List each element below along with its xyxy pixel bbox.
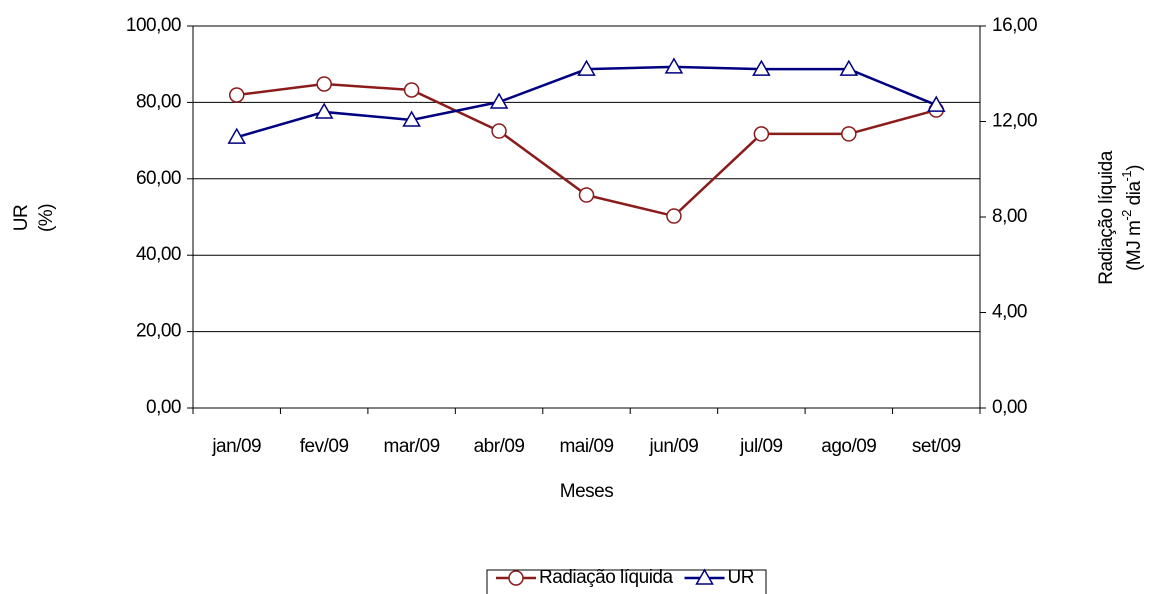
marker bbox=[752, 59, 771, 76]
y2-tick-label: 4,00 bbox=[992, 302, 1027, 323]
x-tick-label: mai/09 bbox=[559, 436, 613, 457]
x-tick-label: fev/09 bbox=[300, 436, 349, 457]
y2-tick-label: 12,00 bbox=[992, 111, 1037, 132]
x-tick-label: jul/09 bbox=[739, 436, 782, 457]
legend-label: UR bbox=[728, 567, 754, 588]
x-tick-label: jan/09 bbox=[211, 436, 261, 457]
y2-axis-unit: (MJ m-2 dia-1) bbox=[1119, 165, 1145, 271]
marker bbox=[403, 82, 420, 98]
y2-tick-label: 16,00 bbox=[992, 15, 1037, 36]
y-tick-label: 0,00 bbox=[146, 397, 181, 418]
y-tick-label: 20,00 bbox=[136, 321, 181, 342]
x-axis-title: Meses bbox=[560, 481, 613, 502]
marker bbox=[841, 126, 857, 142]
marker bbox=[314, 102, 334, 119]
marker bbox=[664, 57, 684, 74]
marker bbox=[228, 87, 245, 103]
marker bbox=[491, 123, 507, 139]
marker bbox=[316, 76, 332, 92]
marker bbox=[695, 568, 714, 585]
y-tick-label: 40,00 bbox=[136, 244, 181, 265]
y-tick-label: 100,00 bbox=[126, 15, 181, 36]
legend-label: Radiação líquida bbox=[539, 567, 673, 588]
superscript: -1 bbox=[1119, 171, 1134, 182]
unit-text: (MJ m bbox=[1124, 221, 1145, 271]
marker bbox=[227, 127, 247, 144]
y2-tick-label: 0,00 bbox=[992, 397, 1027, 418]
marker bbox=[839, 59, 859, 76]
marker bbox=[489, 92, 509, 109]
x-tick-label: jun/09 bbox=[649, 436, 699, 457]
y2-axis-title: Radiação líquida bbox=[1096, 150, 1117, 284]
marker bbox=[577, 59, 596, 76]
marker bbox=[402, 110, 421, 127]
marker bbox=[666, 208, 682, 224]
unit-text: dia bbox=[1124, 181, 1145, 211]
superscript: -2 bbox=[1119, 210, 1134, 221]
legend-box bbox=[486, 569, 767, 594]
x-tick-label: ago/09 bbox=[821, 436, 876, 457]
marker bbox=[508, 570, 524, 586]
x-tick-label: set/09 bbox=[912, 436, 961, 457]
y-tick-label: 80,00 bbox=[136, 91, 181, 112]
y-axis-unit: (%) bbox=[36, 204, 57, 232]
marker bbox=[753, 126, 770, 142]
marker bbox=[578, 187, 595, 203]
y2-tick-label: 8,00 bbox=[992, 206, 1027, 227]
y-tick-label: 60,00 bbox=[136, 168, 181, 189]
legend: Radiação líquida UR bbox=[486, 567, 767, 594]
y-axis-title: UR bbox=[11, 205, 32, 231]
marker bbox=[926, 95, 946, 112]
x-tick-label: mar/09 bbox=[384, 436, 440, 457]
unit-text: ) bbox=[1124, 165, 1145, 171]
x-tick-label: abr/09 bbox=[474, 436, 525, 457]
